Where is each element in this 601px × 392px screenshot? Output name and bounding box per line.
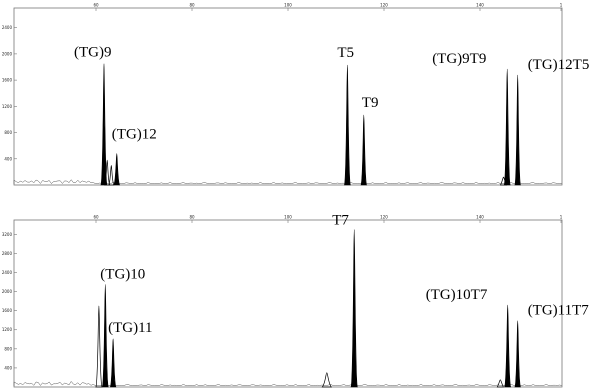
panel-bottom-electropherogram: 60 80 100 120 140 1 400 800 1200 1600 2000 2400 2800… xyxy=(2,213,589,388)
x-tick-label: 60 xyxy=(93,215,99,220)
peak-filled xyxy=(350,229,358,388)
x-tick-label: 1 xyxy=(560,215,563,220)
peak-label: T9 xyxy=(362,95,379,111)
baseline-trace xyxy=(13,179,562,184)
x-tick-label: 120 xyxy=(380,3,388,8)
peak-filled xyxy=(109,338,117,388)
x-tick-label: 100 xyxy=(284,3,292,8)
plot-frame xyxy=(13,7,563,186)
peak-filled xyxy=(514,320,521,388)
peak-filled xyxy=(514,74,521,186)
x-tick-label: 1 xyxy=(560,3,563,8)
y-tick-label: 1200 xyxy=(2,104,13,109)
y-tick-label: 800 xyxy=(4,130,12,135)
peak-filled xyxy=(503,68,511,186)
peak-label: T5 xyxy=(337,45,354,61)
peak-label: (TG)9 xyxy=(74,45,112,61)
peak-filled xyxy=(113,153,121,186)
peak-filled xyxy=(360,114,368,186)
y-tick-label: 2800 xyxy=(2,251,13,256)
peak-filled xyxy=(100,63,108,186)
peak-label: T7 xyxy=(332,213,349,229)
peak-outline xyxy=(499,176,508,186)
y-tick-label: 1600 xyxy=(2,308,13,313)
x-tick-label: 100 xyxy=(284,215,292,220)
y-tick-label: 2000 xyxy=(2,51,13,56)
y-tick-label: 2400 xyxy=(2,25,13,30)
x-tick-label: 140 xyxy=(476,3,484,8)
peak-outline xyxy=(95,305,103,388)
peak-label: (TG)10T7 xyxy=(426,287,488,303)
y-tick-label: 800 xyxy=(4,346,12,351)
peak-filled xyxy=(504,304,512,388)
y-tick-label: 1200 xyxy=(2,327,13,332)
peak-label: (TG)10 xyxy=(100,266,145,282)
y-tick-label: 2400 xyxy=(2,270,13,275)
peak-filled xyxy=(343,64,351,186)
x-tick-label: 60 xyxy=(93,3,99,8)
x-tick-label: 80 xyxy=(189,215,195,220)
y-tick-label: 1600 xyxy=(2,78,13,83)
peak-label: (TG)11 xyxy=(108,320,152,336)
peak-label: (TG)12 xyxy=(112,127,157,143)
x-tick-label: 120 xyxy=(380,215,388,220)
panel-top-electropherogram: 60 80 100 120 140 1 400 800 1200 1600 2000 2400 (TG)… xyxy=(2,3,590,186)
peak-label: (TG)12T5 xyxy=(528,57,590,73)
y-tick-label: 3200 xyxy=(2,232,13,237)
plot-frame xyxy=(13,219,563,388)
y-tick-label: 400 xyxy=(4,156,12,161)
peak-filled xyxy=(101,284,109,388)
peak-outline xyxy=(321,372,333,388)
y-tick-label: 400 xyxy=(4,365,12,370)
peak-label: (TG)11T7 xyxy=(528,303,590,319)
peak-outline xyxy=(104,159,111,186)
peak-outline xyxy=(108,164,115,186)
x-tick-label: 80 xyxy=(189,3,195,8)
x-tick-label: 140 xyxy=(476,215,484,220)
peak-label: (TG)9T9 xyxy=(432,51,486,67)
y-tick-label: 2000 xyxy=(2,289,13,294)
peak-outline xyxy=(496,379,504,388)
